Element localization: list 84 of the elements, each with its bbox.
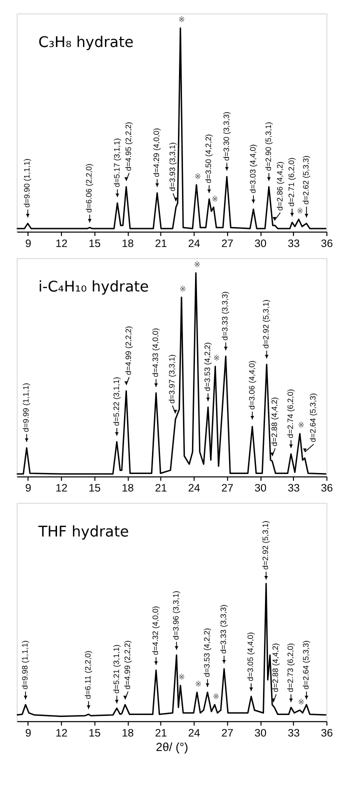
x-tick-label: 21 [154, 482, 167, 495]
annotation: d=3.06 (4,4,0) [247, 360, 256, 410]
annotation: d=2.92 (5,3,1) [262, 299, 271, 349]
annotation: d=2.92 (5,3,1) [261, 520, 270, 570]
annotation: ※ [298, 420, 304, 430]
x-tick-label: 21 [154, 238, 167, 250]
x-tick-label: 27 [221, 238, 234, 250]
annotation: ※ [178, 672, 186, 682]
annotation: d=5.22 (3,1,1) [112, 376, 121, 426]
annotation: d=3.33 (3,3,3) [219, 604, 228, 654]
chart-title: THF hydrate [37, 523, 129, 540]
x-tick-label: 12 [55, 727, 68, 740]
annotation: d=2.64 (5,3,3) [301, 640, 310, 690]
x-tick-label: 30 [254, 482, 267, 495]
annotation: d=2.62 (5,3,3) [301, 155, 310, 205]
annotation: ※ [180, 284, 186, 294]
annotation: d=3.33 (3,3,3) [220, 290, 230, 341]
annotation: d=9.99 (1,1,1) [22, 382, 31, 432]
x-tick-label: 9 [25, 727, 32, 740]
annotation: d=3.53 (4,2,2) [202, 628, 212, 678]
annotation: ※ [213, 354, 220, 363]
annotation: d=2.90 (5,3,1) [264, 121, 273, 172]
annotation: d=4.95 (2,2,2) [124, 121, 134, 172]
x-tick-label: 27 [221, 482, 234, 495]
x-tick-label: 9 [25, 482, 32, 495]
annotation: d=9.98 (1,1,1) [20, 640, 30, 690]
annotation: ※ [298, 697, 304, 706]
annotation: ※ [212, 692, 220, 701]
x-tick-label: 33 [288, 482, 300, 495]
annotation: d=4.32 (4,0,0) [151, 606, 160, 656]
x-tick-label: 18 [122, 727, 134, 740]
chart-title: i-C₄H₁₀ hydrate [38, 278, 149, 296]
x-tick-label: 9 [25, 238, 32, 250]
annotation: d=3.30 (3,3,3) [222, 111, 231, 161]
annotation: ※ [178, 15, 186, 24]
annotation: d=3.53 (4,2,2) [203, 342, 212, 392]
x-tick-label: 30 [254, 727, 267, 740]
x-tick-label: 33 [288, 727, 300, 740]
x-axis-title: 2θ/ (°) [156, 741, 188, 754]
x-tick-label: 15 [88, 482, 101, 495]
x-tick-label: 36 [320, 238, 333, 250]
annotation: d=2.86 (4,4,2) [275, 161, 284, 211]
x-tick-label: 21 [154, 727, 167, 740]
annotation: ※ [194, 260, 201, 269]
x-tick-label: 30 [254, 238, 267, 250]
annotation: d=4.99 (2,2,2) [124, 326, 134, 376]
annotation: d=6.06 (2,2,0) [84, 163, 94, 213]
x-tick-label: 15 [88, 727, 101, 740]
annotation: d=3.05 (4,4,0) [246, 632, 256, 682]
x-tick-label: 15 [88, 238, 101, 250]
annotation: d=4.99 (2,2,2) [123, 640, 132, 690]
annotation: d=2.74 (6,2,0) [286, 388, 295, 438]
annotation: d=4.33 (4,0,0) [151, 328, 160, 378]
annotation: d=2.73 (6,2,0) [286, 642, 295, 692]
annotation: d=2.88 (4,4,2) [271, 642, 280, 692]
x-tick-label: 24 [188, 238, 200, 250]
annotation: d=3.93 (3,3,1) [168, 142, 177, 192]
annotation: d=2.64 (5,3,3) [308, 392, 318, 442]
x-tick-label: 33 [288, 238, 300, 250]
x-tick-label: 18 [122, 482, 134, 495]
x-tick-label: 27 [221, 727, 234, 740]
annotation: d=5.17 (3,1,1) [112, 138, 122, 188]
x-tick-label: 24 [188, 727, 200, 740]
x-tick-label: 36 [320, 727, 333, 740]
x-tick-label: 12 [55, 482, 68, 495]
text: C₃H₈ hydrate [38, 34, 134, 51]
x-tick-label: 12 [55, 238, 68, 250]
annotation: d=9.90 (1,1,1) [22, 158, 32, 208]
annotation: d=3.96 (3,3,1) [171, 590, 180, 640]
annotation: ※ [194, 172, 202, 181]
annotation: d=6.11 (2,2,0) [84, 650, 93, 700]
x-tick-label: 24 [188, 482, 200, 495]
annotation: d=3.03 (4,4,0) [248, 144, 258, 194]
annotation: d=3.50 (4,2,2) [204, 134, 214, 184]
annotation: ※ [195, 679, 202, 688]
annotation: ※ [212, 194, 218, 204]
x-tick-label: 18 [122, 238, 134, 250]
annotation: d=5.21 (3,1,1) [112, 644, 121, 694]
annotation: d=2.71 (6,2,0) [287, 157, 296, 207]
annotation: ※ [296, 206, 304, 216]
annotation: d=4.29 (4,0,0) [152, 128, 162, 178]
annotation: d=3.97 (3,3,1) [167, 354, 176, 404]
annotation: d=2.88 (4,4,2) [270, 396, 280, 446]
x-tick-label: 36 [320, 482, 333, 495]
